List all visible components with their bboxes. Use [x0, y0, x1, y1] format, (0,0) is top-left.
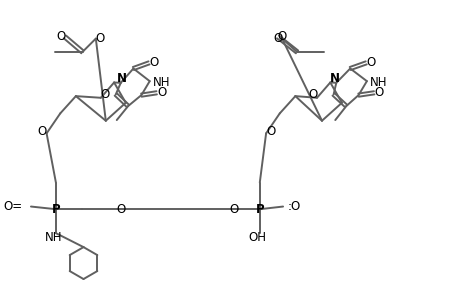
- Text: O: O: [366, 56, 375, 69]
- Text: O: O: [100, 88, 109, 101]
- Text: O: O: [308, 88, 317, 101]
- Text: :O: :O: [287, 200, 301, 213]
- Text: P: P: [255, 203, 263, 216]
- Text: O: O: [116, 203, 125, 216]
- Text: O: O: [266, 125, 275, 138]
- Text: P: P: [51, 203, 60, 216]
- Text: O: O: [157, 86, 166, 99]
- Text: O: O: [277, 30, 286, 44]
- Text: NH: NH: [152, 76, 170, 89]
- Text: NH: NH: [45, 231, 62, 244]
- Text: O: O: [229, 203, 238, 216]
- Text: O: O: [374, 86, 383, 99]
- Text: O: O: [37, 125, 46, 138]
- Text: OH: OH: [248, 231, 266, 244]
- Text: N: N: [330, 72, 340, 85]
- Text: O: O: [273, 32, 282, 45]
- Text: N: N: [117, 72, 127, 85]
- Text: O: O: [149, 56, 158, 69]
- Text: NH: NH: [369, 76, 386, 89]
- Text: O: O: [56, 30, 65, 44]
- Text: O: O: [95, 32, 104, 45]
- Text: O=: O=: [4, 200, 23, 213]
